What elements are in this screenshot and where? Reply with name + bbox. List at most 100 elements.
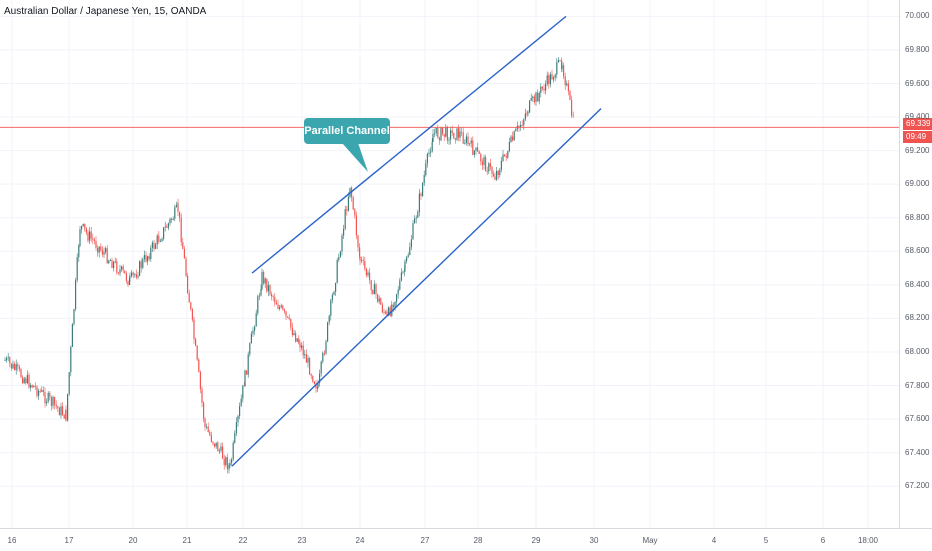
candle-body <box>261 271 263 289</box>
candle-body <box>331 294 333 301</box>
price-axis[interactable] <box>899 0 932 528</box>
candle-body <box>418 193 420 213</box>
y-tick-label: 68.200 <box>905 313 930 323</box>
x-tick-label: 24 <box>355 536 365 545</box>
candle-body <box>372 290 374 295</box>
y-tick-label: 67.600 <box>905 414 930 424</box>
candle-body <box>302 345 304 356</box>
candle-body <box>396 294 398 302</box>
candle-body <box>223 458 225 465</box>
candle-body <box>155 244 157 249</box>
candle-body <box>20 369 22 378</box>
candle-body <box>195 339 197 346</box>
candle-body <box>367 272 369 276</box>
x-tick-label: 29 <box>531 536 541 545</box>
candle-body <box>287 316 289 318</box>
candle-body <box>246 370 248 375</box>
candle-body <box>485 157 487 172</box>
candle-body <box>134 274 136 275</box>
candle-body <box>409 247 411 255</box>
x-tick-label: 17 <box>64 536 74 545</box>
candle-body <box>399 280 401 290</box>
x-tick-label: 23 <box>297 536 307 545</box>
candle-body <box>36 386 38 396</box>
candle-body <box>274 297 276 303</box>
candle-body <box>488 163 490 172</box>
candle-body <box>546 75 548 85</box>
candle-body <box>508 142 510 152</box>
candle-body <box>151 242 153 248</box>
candle-body <box>330 300 332 316</box>
candle-body <box>234 433 236 443</box>
candle-body <box>307 358 309 363</box>
candle-body <box>373 284 375 295</box>
candle-body <box>290 318 292 328</box>
candle-body <box>464 142 466 144</box>
candle-body <box>541 86 543 89</box>
candle-body <box>296 338 298 342</box>
candle-body <box>388 307 390 316</box>
candle-body <box>142 259 144 268</box>
candle-body <box>530 97 532 101</box>
candle-body <box>470 140 472 144</box>
candle-body <box>385 311 387 313</box>
candle-body <box>404 269 406 272</box>
candle-body <box>7 357 9 359</box>
candle-body <box>182 242 184 250</box>
x-tick-label: May <box>642 536 658 545</box>
candle-body <box>279 307 281 309</box>
candle-body <box>364 261 366 269</box>
candle-body <box>448 139 450 141</box>
parallel-channel-callout[interactable]: Parallel Channel <box>304 118 390 144</box>
candle-body <box>473 150 475 155</box>
candle-body <box>310 374 312 376</box>
candle-body <box>93 239 95 241</box>
candle-body <box>543 88 545 91</box>
candle-body <box>561 60 563 70</box>
candle-body <box>106 248 108 264</box>
candle-body <box>164 226 166 228</box>
candle-body <box>569 91 571 100</box>
candle-body <box>450 130 452 140</box>
candle-body <box>304 354 306 356</box>
candle-body <box>198 359 200 372</box>
time-axis[interactable] <box>0 528 932 551</box>
candle-body <box>392 304 394 308</box>
candle-body <box>322 352 324 362</box>
x-tick-label: 21 <box>182 536 192 545</box>
candle-body <box>397 289 399 295</box>
candle-body <box>257 296 259 314</box>
y-tick-label: 69.000 <box>905 179 930 189</box>
candle-body <box>79 229 81 246</box>
candle-body <box>217 442 219 452</box>
candle-body <box>417 212 419 218</box>
candle-body <box>333 291 335 295</box>
candle-body <box>62 406 64 415</box>
candle-body <box>572 115 574 117</box>
candle-body <box>172 218 174 220</box>
candle-body <box>206 426 208 428</box>
candle-body <box>196 345 198 360</box>
y-tick-label: 68.000 <box>905 346 930 356</box>
candle-body <box>139 261 141 276</box>
candle-body <box>478 151 480 154</box>
candle-body <box>365 268 367 276</box>
candle-body <box>402 271 404 273</box>
x-tick-label: 18:00 <box>857 536 879 545</box>
candle-body <box>117 272 119 274</box>
x-tick-label: 4 <box>711 536 717 545</box>
candle-body <box>23 378 25 384</box>
candle-body <box>81 225 83 230</box>
channel-lower-line <box>231 108 602 467</box>
candle-body <box>496 170 498 180</box>
candle-body <box>423 174 425 184</box>
candle-body <box>201 389 203 403</box>
candle-body <box>50 397 52 406</box>
candle-body <box>420 193 422 196</box>
candle-body <box>567 83 569 92</box>
candle-body <box>89 231 91 241</box>
candle-body <box>250 333 252 344</box>
candle-body <box>52 397 54 406</box>
candle-body <box>85 228 87 233</box>
